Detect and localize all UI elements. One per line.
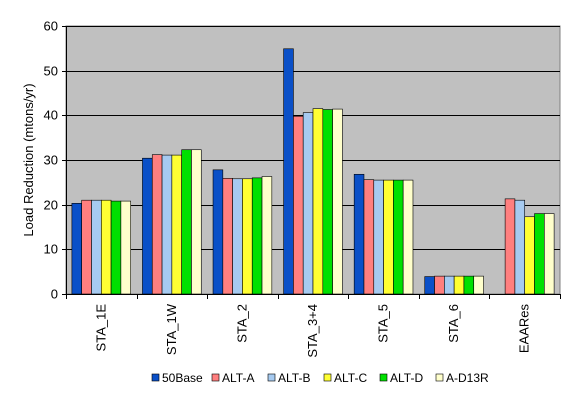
legend-label: ALT-C [334,371,367,385]
y-tick-label: 10 [44,242,58,257]
bar-50base-sta_2 [212,169,224,295]
bar-alt-b-sta_5 [373,179,384,295]
bar-alt-d-sta_6 [463,275,475,295]
bar-alt-a-sta_1w [151,154,163,295]
legend-label: 50Base [162,371,203,385]
bars-group [71,48,555,295]
legend: 50Base ALT-A ALT-B ALT-C ALT-D A-D13R [151,371,489,385]
bar-alt-c-sta_6 [453,275,465,295]
bar-alt-c-sta_1w [171,154,182,295]
x-tick-label: STA_5 [376,304,391,343]
bar-alt-c-sta_5 [383,179,394,295]
y-tick-label: 60 [44,19,58,34]
x-tick-label: STA_6 [446,304,461,343]
bar-alt-c-eaares [524,216,535,295]
y-tick-label: 40 [44,108,58,123]
y-tick-label: 20 [44,198,58,213]
bar-a-d13r-sta_2 [261,176,273,295]
bar-alt-a-sta_3+4 [293,115,304,295]
y-tick-label: 0 [51,287,58,302]
bar-50base-sta_1w [142,157,153,295]
legend-swatch [151,373,160,382]
bar-a-d13r-sta_1e [120,200,131,295]
y-axis-title: Load Reduction (mtons/yr) [21,83,36,236]
bar-alt-b-eaares [514,199,526,295]
bar-50base-sta_6 [424,276,435,295]
legend-label: ALT-B [278,371,310,385]
bar-alt-b-sta_2 [232,178,243,295]
bar-alt-b-sta_3+4 [302,112,314,295]
bar-50base-sta_3+4 [283,48,294,295]
y-tick-label: 30 [44,153,58,168]
x-tick-label: STA_3+4 [305,304,320,358]
bar-alt-a-eaares [504,198,516,295]
bar-alt-a-sta_1e [81,199,92,295]
legend-swatch [267,373,276,382]
bar-alt-d-sta_5 [393,179,404,295]
legend-swatch [211,373,220,382]
bar-alt-a-sta_2 [222,178,233,295]
legend-swatch [379,373,388,382]
bar-50base-sta_5 [353,173,365,295]
bar-alt-c-sta_3+4 [312,108,324,295]
bar-alt-c-sta_1e [100,199,112,295]
bar-alt-a-sta_5 [363,179,375,295]
bar-alt-b-sta_1w [161,154,173,295]
bar-alt-d-sta_2 [251,177,263,295]
x-tick-label: STA_1E [93,304,108,352]
bar-alt-d-sta_3+4 [322,109,333,295]
bar-alt-b-sta_6 [444,275,455,295]
bar-alt-d-sta_1e [110,200,122,295]
y-tick-label: 50 [44,64,58,79]
x-tick-label: EAARes [517,304,532,354]
bar-alt-a-sta_6 [434,275,445,295]
bar-alt-b-sta_1e [91,199,102,295]
bar-alt-d-eaares [534,213,545,295]
bar-50base-sta_1e [71,203,82,295]
legend-swatch [323,373,332,382]
bar-a-d13r-sta_5 [402,179,414,295]
bar-a-d13r-eaares [544,213,555,295]
bar-a-d13r-sta_6 [473,275,484,295]
bar-alt-c-sta_2 [242,178,253,295]
legend-swatch [435,373,444,382]
bar-a-d13r-sta_3+4 [332,108,343,295]
legend-label: A-D13R [446,371,489,385]
bar-alt-d-sta_1w [181,149,192,295]
bar-a-d13r-sta_1w [191,149,202,295]
axes-group: 0 10 20 30 40 50 60 STA_1E STA_1W STA_2 STA_3+4 STA… [44,19,561,358]
legend-label: ALT-D [390,371,423,385]
legend-label: ALT-A [222,371,254,385]
x-tick-label: STA_1W [164,303,179,355]
x-tick-label: STA_2 [234,304,249,343]
